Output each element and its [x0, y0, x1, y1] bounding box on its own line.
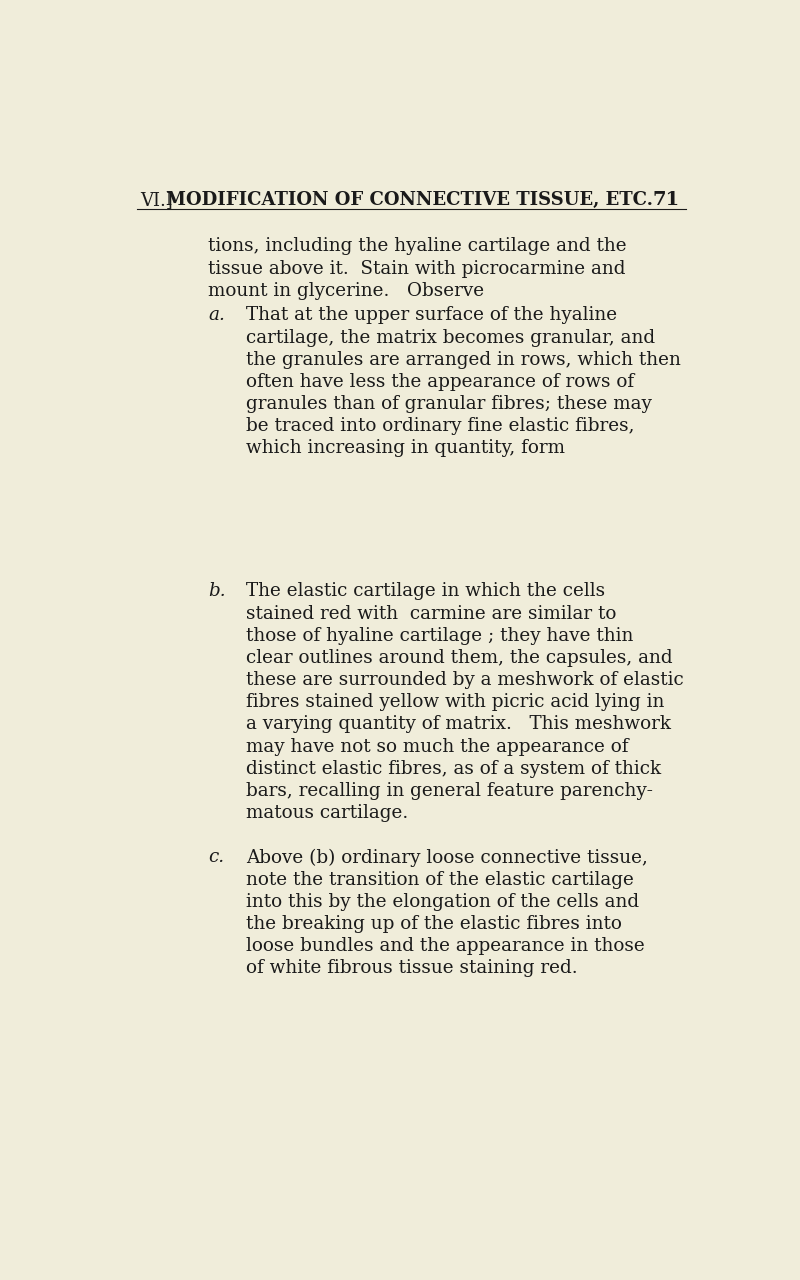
Text: into this by the elongation of the cells and: into this by the elongation of the cells…	[246, 893, 639, 911]
Text: the breaking up of the elastic fibres into: the breaking up of the elastic fibres in…	[246, 915, 622, 933]
Text: loose bundles and the appearance in those: loose bundles and the appearance in thos…	[246, 937, 645, 955]
Text: mount in glycerine.   Observe: mount in glycerine. Observe	[209, 282, 485, 300]
Text: note the transition of the elastic cartilage: note the transition of the elastic carti…	[246, 870, 634, 888]
Text: b.: b.	[209, 582, 226, 600]
Text: a.: a.	[209, 306, 226, 324]
Text: That at the upper surface of the hyaline: That at the upper surface of the hyaline	[246, 306, 617, 324]
Text: granules than of granular fibres; these may: granules than of granular fibres; these …	[246, 396, 651, 413]
Text: 71: 71	[653, 191, 680, 209]
Text: MODIFICATION OF CONNECTIVE TISSUE, ETC.: MODIFICATION OF CONNECTIVE TISSUE, ETC.	[166, 191, 654, 209]
Text: stained red with  carmine are similar to: stained red with carmine are similar to	[246, 604, 616, 622]
Text: The elastic cartilage in which the cells: The elastic cartilage in which the cells	[246, 582, 605, 600]
Text: which increasing in quantity, form: which increasing in quantity, form	[246, 439, 565, 457]
Text: often have less the appearance of rows of: often have less the appearance of rows o…	[246, 372, 634, 390]
Text: these are surrounded by a meshwork of elastic: these are surrounded by a meshwork of el…	[246, 671, 683, 689]
Text: may have not so much the appearance of: may have not so much the appearance of	[246, 737, 628, 755]
Text: cartilage, the matrix becomes granular, and: cartilage, the matrix becomes granular, …	[246, 329, 655, 347]
Text: bars, recalling in general feature parenchy-: bars, recalling in general feature paren…	[246, 782, 653, 800]
Text: a varying quantity of matrix.   This meshwork: a varying quantity of matrix. This meshw…	[246, 716, 670, 733]
Text: VI.]: VI.]	[140, 191, 173, 209]
Text: the granules are arranged in rows, which then: the granules are arranged in rows, which…	[246, 351, 681, 369]
Text: clear outlines around them, the capsules, and: clear outlines around them, the capsules…	[246, 649, 672, 667]
Text: of white fibrous tissue staining red.: of white fibrous tissue staining red.	[246, 959, 578, 978]
Text: those of hyaline cartilage ; they have thin: those of hyaline cartilage ; they have t…	[246, 627, 633, 645]
Text: tissue above it.  Stain with picrocarmine and: tissue above it. Stain with picrocarmine…	[209, 260, 626, 278]
Text: Above (b) ordinary loose connective tissue,: Above (b) ordinary loose connective tiss…	[246, 849, 647, 867]
Text: tions, including the hyaline cartilage and the: tions, including the hyaline cartilage a…	[209, 237, 627, 256]
Text: distinct elastic fibres, as of a system of thick: distinct elastic fibres, as of a system …	[246, 760, 661, 778]
Text: be traced into ordinary fine elastic fibres,: be traced into ordinary fine elastic fib…	[246, 417, 634, 435]
Text: fibres stained yellow with picric acid lying in: fibres stained yellow with picric acid l…	[246, 694, 664, 712]
Text: matous cartilage.: matous cartilage.	[246, 804, 408, 822]
Text: c.: c.	[209, 849, 225, 867]
